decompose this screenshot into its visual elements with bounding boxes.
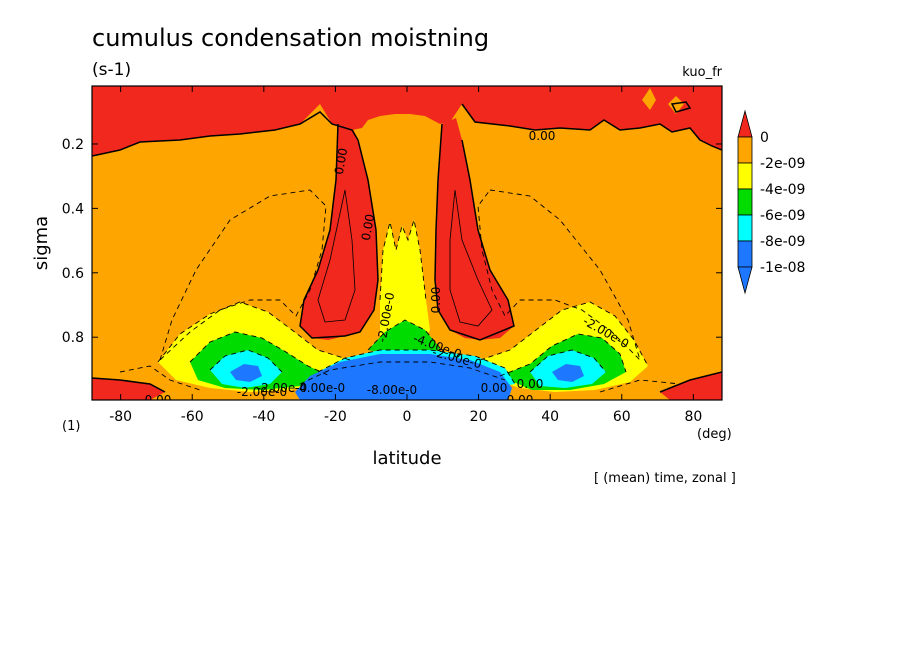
contour-dashed-lines — [119, 189, 681, 393]
field-blue-right — [552, 364, 584, 382]
contour-label: -2.00e-0 — [237, 385, 287, 399]
legend-swatch — [737, 188, 753, 216]
field-yellow-center — [380, 220, 430, 348]
y-axis: 0.2 0.4 0.6 0.8 — [62, 137, 722, 346]
x-tick-label: 20 — [470, 409, 488, 425]
contour-label: -2.00e-0 — [257, 381, 307, 395]
x-axis-title: latitude — [372, 448, 441, 469]
legend-label: -2e-09 — [760, 156, 805, 172]
x-tick-label: 0 — [403, 409, 412, 425]
x-axis: -80 -60 -40 -20 0 20 40 60 80 — [109, 86, 702, 425]
y-tick-label: 0.6 — [62, 266, 84, 282]
legend-label: -8e-09 — [760, 234, 805, 250]
legend-swatch-top-arrow — [737, 109, 753, 138]
contour-label: 0.00 — [507, 393, 534, 407]
x-tick-label: 60 — [613, 409, 631, 425]
y-axis-title: sigma — [31, 216, 52, 270]
x-tick-label: -20 — [324, 409, 347, 425]
legend-swatch — [737, 240, 753, 268]
legend-swatch — [737, 214, 753, 242]
contour-label: 0.00 — [332, 147, 350, 176]
x-unit-label: (deg) — [697, 427, 732, 442]
contour-label: 0.00 — [429, 287, 443, 314]
contour-label: 0.00 — [517, 377, 544, 391]
chart-title: cumulus condensation moistning — [92, 24, 489, 52]
x-tick-label: -80 — [109, 409, 132, 425]
field-red-bottom-left — [92, 378, 165, 400]
legend-swatch-bottom-arrow — [737, 266, 753, 295]
field-blue-left — [230, 364, 262, 382]
contour-zero-lines — [92, 101, 722, 393]
legend-colorbar: 0 -2e-09 -4e-09 -6e-09 -8e-09 -1e-08 — [737, 109, 805, 295]
contour-label: -4.00e-0 — [295, 381, 345, 395]
contour-label: 0.00 — [481, 381, 508, 395]
footer-note: [ (mean) time, zonal ] — [594, 471, 736, 486]
chart-units: (s-1) — [92, 60, 131, 80]
y-tick-label: 0.8 — [62, 330, 84, 346]
variable-name: kuo_fr — [682, 65, 722, 80]
field-red-pillar-right — [435, 118, 514, 340]
field-red-pillar-left — [300, 122, 378, 340]
x-tick-label: 40 — [541, 409, 559, 425]
y-unit-label: (1) — [62, 419, 80, 434]
y-tick-label: 0.4 — [62, 201, 84, 217]
field-red-upper — [92, 86, 722, 156]
field-red-bottom-right — [660, 372, 722, 400]
legend-label: -4e-09 — [760, 182, 805, 198]
legend-label: 0 — [760, 130, 769, 146]
field-blue-center — [295, 354, 512, 400]
x-tick-label: -60 — [181, 409, 204, 425]
plot-area: 0.000.000.000.000.00 0.00-2.00e-0 -2.00e-0… — [92, 86, 722, 407]
x-tick-label: -40 — [252, 409, 275, 425]
contour-label: 0.00 — [529, 129, 556, 143]
contour-label: 0.00 — [359, 213, 377, 242]
legend-label: -1e-08 — [760, 260, 805, 276]
legend-label: -6e-09 — [760, 208, 805, 224]
contour-label: 0.00 — [145, 393, 172, 407]
x-tick-label: 80 — [684, 409, 702, 425]
contour-label: -8.00e-0 — [367, 383, 417, 397]
legend-swatch — [737, 136, 753, 164]
contour-inner-lines — [317, 189, 493, 327]
legend-swatch — [737, 162, 753, 190]
y-tick-label: 0.2 — [62, 137, 84, 153]
